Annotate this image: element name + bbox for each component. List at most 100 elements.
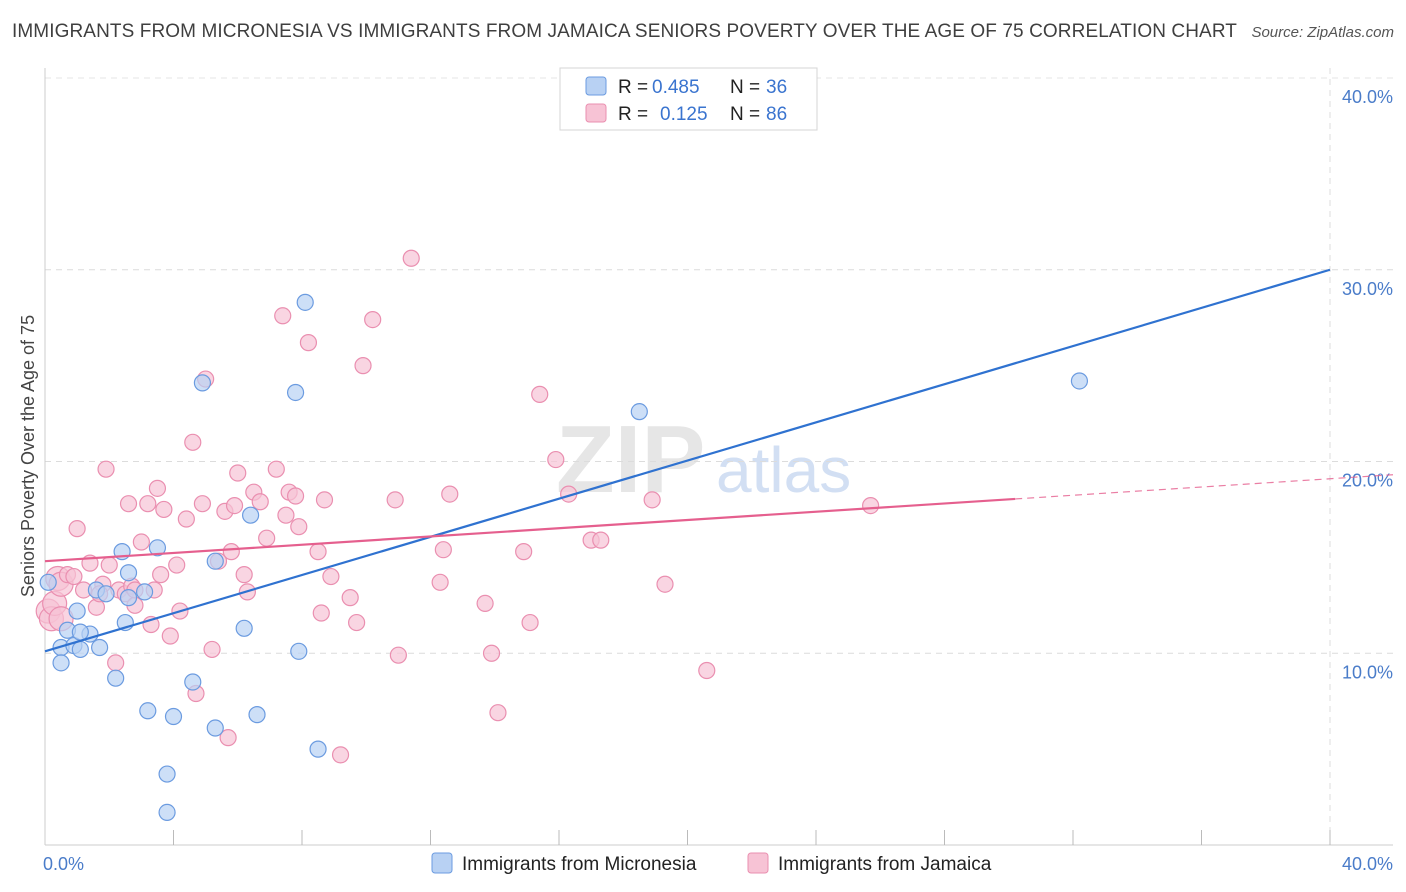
bottom-legend-label-micronesia: Immigrants from Micronesia	[462, 854, 697, 875]
micronesia-point	[290, 642, 308, 660]
jamaica-point	[100, 556, 118, 574]
bottom-legend-swatch-jamaica	[747, 852, 769, 874]
legend-swatch-micronesia	[585, 76, 607, 96]
gridlines	[45, 68, 1393, 845]
micronesia-point	[119, 589, 138, 607]
jamaica-point	[155, 500, 173, 519]
jamaica-point	[476, 594, 494, 612]
jamaica-point	[862, 497, 880, 515]
micronesia-point	[71, 640, 89, 659]
legend-n-value: 86	[766, 104, 787, 125]
jamaica-point	[132, 533, 150, 551]
micronesia-point	[68, 602, 86, 620]
jamaica-point	[286, 487, 305, 505]
jamaica-point	[402, 249, 420, 267]
micronesia-point	[52, 654, 70, 672]
y-tick-label: 20.0%	[1342, 471, 1393, 491]
micronesia-point	[286, 383, 305, 402]
jamaica-point	[547, 450, 565, 469]
legend-swatch-jamaica	[585, 103, 607, 123]
jamaica-trend-line	[44, 497, 1016, 563]
jamaica-point	[193, 495, 212, 513]
micronesia-point	[235, 619, 253, 637]
x-tick-label-min: 0.0%	[43, 854, 84, 874]
watermark-atlas: atlas	[716, 434, 851, 506]
jamaica-point	[65, 567, 83, 586]
jamaica-point	[152, 566, 170, 584]
micronesia-point	[158, 803, 176, 822]
jamaica-point	[290, 518, 308, 536]
y-tick-labels: 10.0% 20.0% 30.0% 40.0%	[1342, 87, 1393, 682]
micronesia-point	[1070, 372, 1089, 390]
watermark-zip: ZIP	[556, 406, 705, 513]
axes	[44, 68, 1393, 846]
y-tick-label: 40.0%	[1342, 87, 1393, 107]
jamaica-point	[656, 575, 674, 593]
jamaica-point	[107, 654, 125, 672]
legend-n-value: 36	[766, 77, 787, 98]
micronesia-point	[158, 765, 176, 783]
micronesia-point	[119, 564, 138, 582]
micronesia-point	[139, 702, 157, 720]
jamaica-point	[184, 433, 202, 451]
jamaica-point	[364, 311, 382, 329]
jamaica-point	[68, 520, 86, 538]
micronesia-point	[184, 673, 202, 691]
micronesia-point	[97, 585, 115, 603]
jamaica-point	[119, 495, 138, 513]
legend-r-value: 0.125	[660, 104, 708, 125]
jamaica-point	[312, 604, 330, 622]
top-legend: R = 0.485 N = 36 R = 0.125 N = 86	[559, 67, 818, 131]
jamaica-point	[386, 491, 404, 509]
jamaica-trend-line-extension	[1015, 474, 1394, 500]
jamaica-point	[389, 646, 407, 664]
jamaica-point	[267, 460, 285, 478]
y-tick-label: 30.0%	[1342, 279, 1393, 299]
legend-r-label: R =	[618, 77, 648, 98]
jamaica-point	[222, 543, 240, 561]
micronesia-point	[135, 583, 154, 601]
jamaica-point	[139, 495, 157, 513]
jamaica-point	[219, 729, 237, 747]
jamaica-point	[258, 529, 276, 547]
micronesia-point	[248, 706, 266, 724]
jamaica-point	[235, 566, 253, 584]
bottom-legend: Immigrants from Micronesia Immigrants fr…	[431, 852, 992, 875]
jamaica-point	[331, 746, 350, 764]
jamaica-point	[489, 704, 507, 722]
jamaica-point	[643, 491, 661, 509]
micronesia-point	[39, 573, 57, 591]
jamaica-point	[274, 307, 292, 325]
jamaica-point	[299, 334, 318, 352]
jamaica-point	[161, 627, 179, 645]
bottom-legend-swatch-micronesia	[431, 852, 453, 874]
micronesia-point	[242, 506, 260, 524]
trend-lines	[44, 268, 1394, 653]
micronesia-points	[39, 293, 1089, 822]
jamaica-point	[531, 385, 549, 403]
jamaica-point	[354, 357, 372, 375]
jamaica-point	[482, 644, 501, 662]
micronesia-point	[91, 638, 109, 657]
jamaica-point	[277, 506, 295, 524]
jamaica-point	[309, 543, 327, 561]
micronesia-point	[107, 669, 125, 687]
jamaica-point	[168, 556, 186, 574]
jamaica-point	[203, 640, 221, 659]
jamaica-point	[348, 613, 366, 632]
micronesia-point	[71, 623, 89, 641]
micronesia-point	[164, 707, 183, 726]
jamaica-point	[341, 589, 359, 607]
micronesia-point	[206, 552, 224, 570]
jamaica-point	[97, 460, 115, 478]
jamaica-point	[148, 479, 167, 497]
micronesia-trend-line	[44, 268, 1331, 653]
bottom-legend-label-jamaica: Immigrants from Jamaica	[778, 854, 992, 875]
jamaica-point	[315, 491, 334, 509]
x-tick-marks	[173, 830, 1331, 845]
jamaica-point	[698, 661, 716, 680]
y-axis-label: Seniors Poverty Over the Age of 75	[18, 315, 38, 597]
jamaica-point	[515, 543, 533, 561]
jamaica-point	[521, 613, 539, 632]
